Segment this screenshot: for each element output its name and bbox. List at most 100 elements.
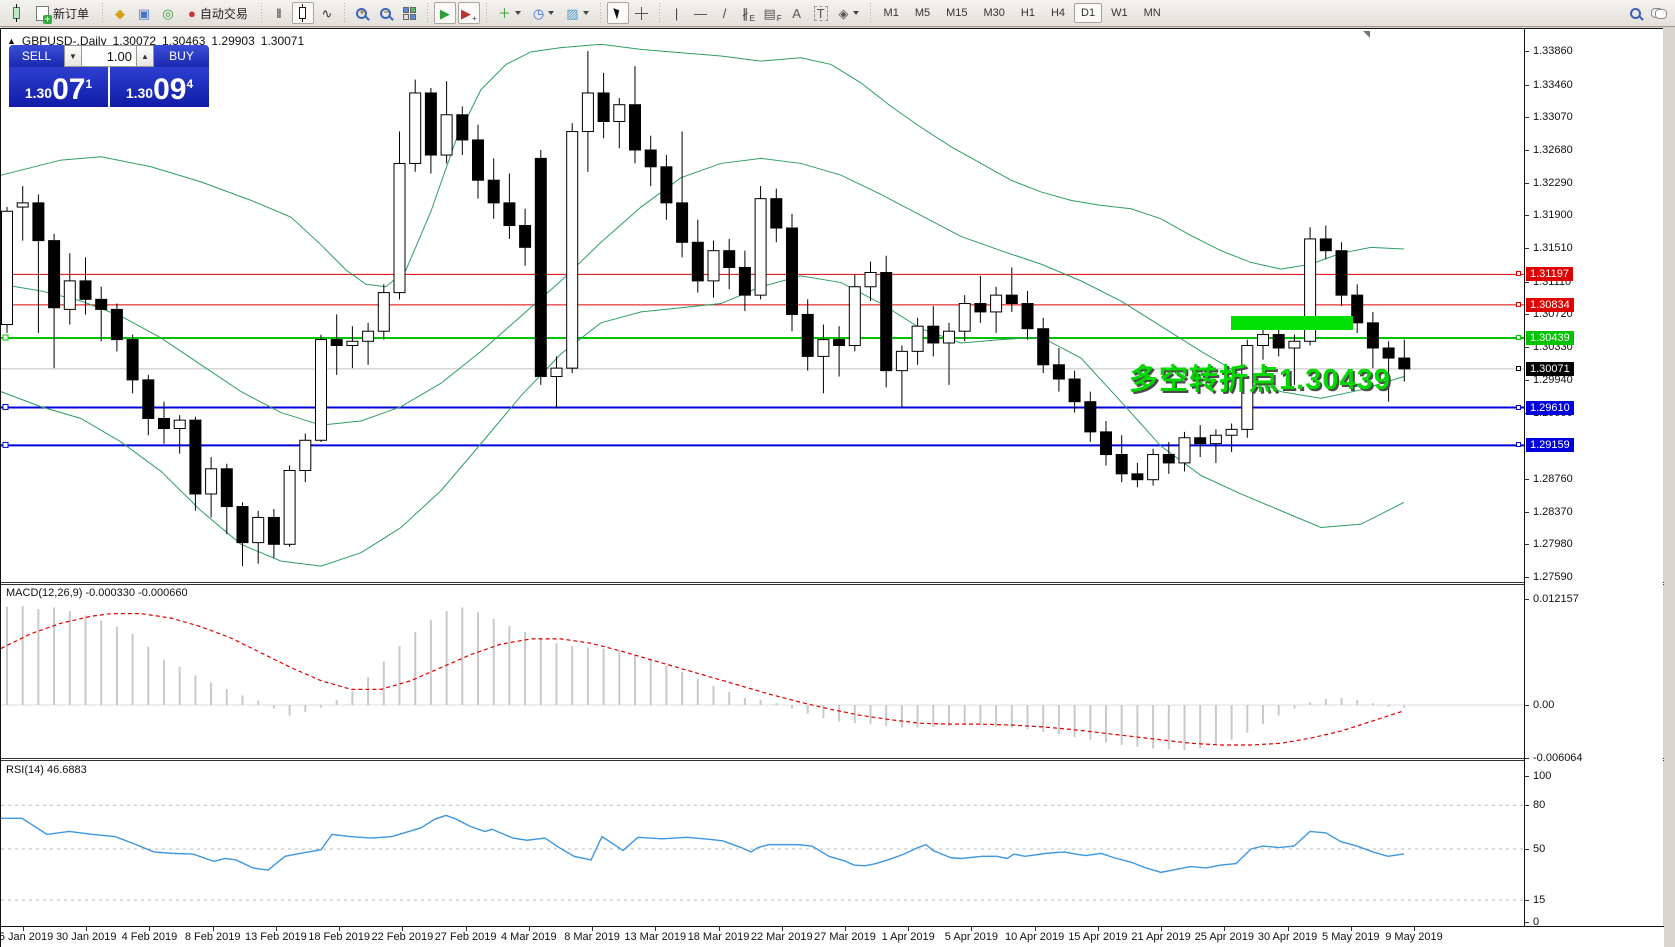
candle bbox=[1304, 238, 1317, 342]
vertical-line-icon[interactable]: | bbox=[674, 5, 679, 21]
candle bbox=[205, 468, 218, 495]
pane-divider[interactable] bbox=[1, 758, 1664, 761]
dropdown-arrow-icon[interactable] bbox=[852, 11, 859, 15]
sell-button[interactable]: SELL bbox=[9, 45, 64, 67]
time-label: 22 Mar 2019 bbox=[750, 931, 813, 943]
volume-input[interactable]: 1.00 bbox=[82, 45, 136, 67]
periods-icon[interactable]: ◷ bbox=[528, 2, 559, 24]
horizontal-line-icon[interactable]: — bbox=[694, 5, 708, 21]
pane-divider[interactable] bbox=[1, 582, 1664, 585]
timeframe-H4[interactable]: H4 bbox=[1050, 7, 1066, 19]
chart-annotation-text[interactable]: 多空转折点1.30439 bbox=[1129, 364, 1391, 396]
price-tick bbox=[1525, 577, 1529, 579]
price-tick bbox=[1525, 379, 1529, 381]
templates-icon[interactable]: ▨ bbox=[561, 2, 593, 24]
one-click-trading-panel: SELL ▼ 1.00 ▲ BUY 1.30 07 1 1.30 09 4 bbox=[9, 45, 209, 107]
timeframe-M5[interactable]: M5 bbox=[914, 7, 931, 19]
highlight-level-bar[interactable] bbox=[1231, 316, 1353, 330]
timeframe-W1[interactable]: W1 bbox=[1111, 7, 1128, 19]
arrows-icon[interactable]: ◈ bbox=[834, 2, 864, 24]
line-chart-icon[interactable]: ∿ bbox=[321, 5, 333, 21]
time-label: 4 Feb 2019 bbox=[121, 931, 178, 943]
macd-tick-label: 0.00 bbox=[1533, 699, 1555, 711]
dropdown-arrow-icon[interactable] bbox=[514, 11, 521, 15]
symbol-period-label: GBPUSD-,Daily bbox=[21, 34, 107, 48]
zoom-in-icon[interactable]: + bbox=[351, 2, 373, 24]
macd-tick-label: -0.006064 bbox=[1533, 751, 1583, 764]
price-tick-label: 1.32680 bbox=[1533, 144, 1573, 156]
time-tick bbox=[275, 927, 277, 931]
sell-price-pip: 1 bbox=[85, 77, 93, 91]
timeframe-M1[interactable]: M1 bbox=[883, 7, 899, 19]
sell-price-button[interactable]: 1.30 07 1 bbox=[9, 67, 108, 107]
volume-up-button[interactable]: ▲ bbox=[136, 45, 154, 67]
chat-icon[interactable] bbox=[1648, 2, 1670, 24]
chart-shift-icon[interactable]: ▶ + bbox=[457, 2, 480, 24]
equidistant-channel-icon[interactable]: ∦ E bbox=[742, 5, 755, 24]
chart-shift-marker-icon[interactable] bbox=[1363, 31, 1370, 38]
candlestick-chart-icon[interactable] bbox=[291, 2, 314, 24]
expert-advisor-icon[interactable]: ◆ bbox=[115, 5, 126, 21]
price-tag[interactable]: 1.30834 bbox=[1526, 297, 1574, 312]
price-tag[interactable]: 1.29610 bbox=[1526, 400, 1574, 415]
bar-chart-icon[interactable]: ‖ bbox=[276, 5, 282, 21]
timeframe-H1[interactable]: H1 bbox=[1020, 7, 1035, 19]
chart-window: ▲ GBPUSD-,Daily 1.30072 1.30463 1.29903 … bbox=[0, 28, 1664, 947]
price-tick bbox=[1525, 511, 1529, 513]
signals-icon[interactable]: ◎ bbox=[162, 5, 174, 21]
ohlc-open: 1.30072 bbox=[112, 34, 156, 48]
dropdown-arrow-icon[interactable] bbox=[582, 11, 589, 15]
buy-price-button[interactable]: 1.30 09 4 bbox=[110, 67, 209, 107]
time-label: 1 Apr 2019 bbox=[881, 931, 935, 943]
price-tick-label: 1.27980 bbox=[1533, 538, 1573, 551]
candle bbox=[283, 469, 296, 545]
profiles-icon[interactable]: ▣ bbox=[137, 5, 151, 21]
timeframe-D1[interactable]: D1 bbox=[1074, 3, 1103, 23]
buy-button[interactable]: BUY bbox=[154, 45, 209, 67]
chart-plot-area[interactable]: ▲ GBPUSD-,Daily 1.30072 1.30463 1.29903 … bbox=[0, 29, 1664, 926]
timeframe-M30[interactable]: M30 bbox=[983, 7, 1005, 19]
ohlc-close: 1.30071 bbox=[260, 34, 305, 48]
price-tick-label: 1.29940 bbox=[1533, 373, 1573, 386]
candle bbox=[691, 241, 704, 282]
dropdown-arrow-icon[interactable] bbox=[548, 11, 555, 15]
autotrading-button[interactable]: ● 自动交易 bbox=[188, 5, 248, 21]
text-label-icon[interactable]: T bbox=[810, 2, 832, 24]
price-tag[interactable]: 1.30439 bbox=[1526, 331, 1574, 345]
bollinger-bands bbox=[0, 43, 1405, 567]
candle bbox=[738, 266, 751, 296]
rsi-label: RSI(14) 46.6883 bbox=[6, 764, 87, 776]
candle bbox=[1052, 364, 1065, 380]
price-tag[interactable]: 1.31197 bbox=[1526, 267, 1573, 282]
cursor-icon[interactable] bbox=[606, 2, 629, 24]
crosshair-icon[interactable] bbox=[631, 2, 653, 24]
timeframe-MN[interactable]: MN bbox=[1143, 7, 1161, 19]
symbol-collapse-icon[interactable]: ▲ bbox=[7, 36, 16, 46]
candle bbox=[1366, 322, 1379, 349]
search-icon[interactable] bbox=[1624, 2, 1646, 24]
price-tick bbox=[1525, 544, 1529, 546]
buy-price-pip: 4 bbox=[186, 77, 194, 91]
price-tag-anchor bbox=[1516, 442, 1521, 448]
auto-scroll-icon[interactable]: ▶ bbox=[433, 2, 456, 24]
hlines-layer[interactable] bbox=[1, 270, 1524, 448]
timeframe-M15[interactable]: M15 bbox=[946, 7, 968, 19]
text-icon[interactable]: A bbox=[792, 5, 801, 21]
volume-down-button[interactable]: ▼ bbox=[64, 45, 82, 67]
indicators-icon[interactable]: ＋ bbox=[493, 2, 526, 24]
trendline-icon[interactable]: / bbox=[722, 5, 727, 21]
zoom-out-icon[interactable]: − bbox=[375, 2, 397, 24]
fibonacci-icon[interactable]: ▤ F bbox=[763, 5, 782, 24]
candle bbox=[1147, 454, 1160, 481]
price-axis[interactable]: 1.33860 1.33460 1.33070 1.32680 1.32290 1.319… bbox=[1516, 29, 1663, 928]
candle bbox=[880, 271, 893, 372]
price-tick bbox=[1525, 478, 1529, 480]
tile-windows-icon[interactable] bbox=[399, 2, 421, 24]
price-tag[interactable]: 1.29159 bbox=[1526, 438, 1574, 453]
price-tag[interactable]: 1.30071 bbox=[1526, 361, 1574, 376]
candle bbox=[1068, 378, 1081, 403]
rsi-tick bbox=[1525, 805, 1529, 807]
new-order-button[interactable]: + 新订单 bbox=[29, 2, 96, 24]
price-pane bbox=[0, 43, 1524, 567]
